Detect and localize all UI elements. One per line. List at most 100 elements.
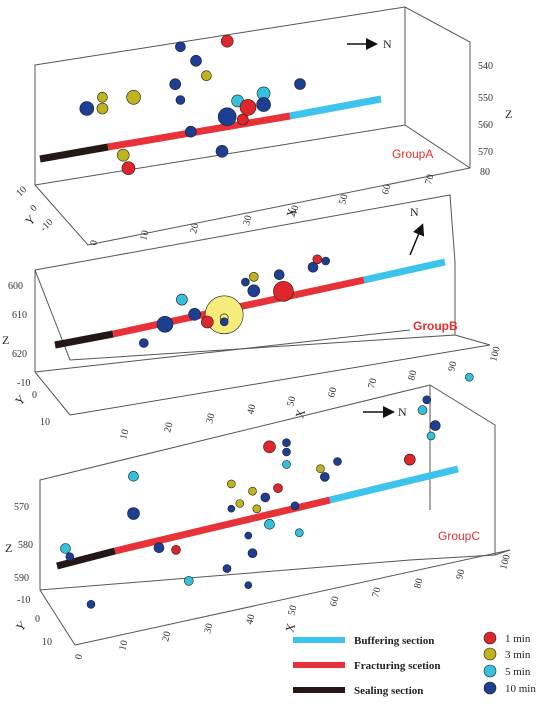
panel-c-box — [39, 384, 511, 646]
panel-c-floor-edge — [494, 549, 511, 556]
north-arrow-icon — [409, 223, 425, 256]
x-axis-title: X — [292, 407, 308, 419]
y-tick-label: 10 — [42, 637, 52, 648]
event-point-10min — [282, 438, 291, 448]
panel-a-y-ticks: 10 0 -10 Y — [14, 184, 55, 234]
event-point-10min — [217, 107, 237, 127]
x-tick-label: 30 — [241, 214, 254, 227]
x-tick-label: 40 — [244, 613, 257, 626]
x-tick-label: 10 — [117, 639, 130, 652]
x-tick-label: 40 — [288, 204, 301, 217]
event-point-10min — [244, 581, 253, 590]
event-point-10min — [319, 472, 330, 482]
event-point-5min — [128, 470, 139, 482]
legend-10min-label: 10 min — [505, 683, 536, 695]
event-point-3min — [116, 148, 130, 162]
y-tick-label: -10 — [17, 378, 30, 389]
panel-c-x-ticks: 0 10 20 30 40 50 60 70 80 90 100 X — [73, 553, 513, 660]
y-tick-label: -10 — [38, 217, 55, 234]
event-point-5min — [282, 460, 291, 469]
event-point-10min — [65, 552, 75, 562]
x-tick-label: 20 — [160, 630, 173, 643]
event-point-1min — [121, 161, 136, 175]
event-point-10min — [241, 277, 250, 287]
legend-3min-label: 3 min — [505, 649, 531, 661]
event-point-5min — [417, 405, 428, 415]
event-point-10min — [86, 599, 96, 609]
z-tick-label: 570 — [478, 147, 493, 158]
event-point-10min — [215, 145, 229, 158]
event-point-3min — [248, 486, 257, 496]
panel-c-sections — [56, 465, 459, 570]
event-point-10min — [153, 542, 165, 554]
panel-group-a: 0 10 20 30 40 50 60 70 X 10 0 -10 Y 540 … — [14, 6, 512, 247]
y-axis-title: Y — [12, 392, 28, 408]
event-point-10min — [244, 531, 253, 540]
event-point-3min — [316, 464, 325, 474]
event-point-10min — [260, 492, 271, 503]
event-point-10min — [321, 256, 331, 266]
legend-1min-marker — [483, 631, 497, 645]
buffering-section-line — [329, 465, 459, 504]
x-tick-label: 0 — [73, 653, 85, 661]
sealing-section-line — [39, 143, 109, 163]
x-tick-label: 30 — [204, 412, 217, 425]
event-point-5min — [294, 528, 304, 538]
event-point-10min — [175, 95, 186, 105]
event-point-3min — [201, 70, 212, 81]
legend-5min-marker — [483, 664, 497, 678]
z-tick-label: 80 — [480, 167, 490, 178]
legend: Buffering section Fracturing scetion Sea… — [293, 631, 536, 697]
panel-c-y-edge — [39, 589, 76, 646]
y-tick-label: 0 — [28, 203, 39, 214]
x-tick-label: 90 — [454, 568, 467, 581]
panel-b-y-edge — [34, 371, 71, 416]
event-point-1min — [403, 453, 416, 466]
panel-b-x-ticks: 10 20 30 40 50 60 70 80 90 100 X — [118, 345, 503, 440]
event-point-3min — [126, 90, 141, 105]
sealing-section-line — [54, 330, 114, 349]
event-point-10min — [290, 501, 300, 511]
panel-c-north-arrow: N — [363, 405, 407, 419]
x-tick-label: 20 — [162, 421, 175, 434]
z-tick-label: 610 — [12, 310, 27, 321]
z-tick-label: 550 — [478, 93, 493, 104]
sealing-section-line — [56, 547, 116, 570]
panel-b-north-arrow: N — [409, 205, 425, 256]
north-label: N — [383, 37, 392, 51]
buffering-section-line — [289, 95, 382, 120]
event-point-10min — [333, 457, 342, 466]
event-point-5min — [426, 431, 436, 441]
y-axis-title: Y — [13, 618, 29, 634]
panel-c-z-ticks: 570 580 590 Z — [5, 502, 33, 584]
z-tick-label: 560 — [478, 120, 493, 131]
legend-sealing-label: Sealing section — [354, 685, 423, 697]
x-tick-label: 70 — [423, 173, 436, 186]
fracturing-section-line — [107, 112, 291, 151]
event-point-10min — [169, 78, 181, 90]
event-point-10min — [247, 548, 258, 559]
x-tick-label: 10 — [118, 428, 131, 441]
x-axis-title: X — [283, 206, 299, 218]
x-tick-label: 70 — [366, 377, 379, 390]
event-point-10min — [188, 307, 201, 321]
legend-3min-marker — [483, 647, 497, 661]
x-tick-label: 70 — [370, 586, 383, 599]
x-tick-label: 50 — [337, 193, 350, 206]
event-point-10min — [190, 54, 202, 67]
group-a-label: GroupA — [392, 147, 433, 161]
event-point-5min — [264, 518, 275, 530]
z-tick-label: 570 — [14, 502, 29, 513]
north-label: N — [398, 405, 407, 419]
event-point-10min — [227, 504, 236, 513]
event-point-10min — [185, 125, 197, 138]
event-point-10min — [429, 420, 441, 431]
event-point-5min — [464, 372, 474, 382]
panel-group-c: 0 10 20 30 40 50 60 70 80 90 100 X -10 0… — [5, 372, 513, 661]
buffering-section-line — [363, 258, 446, 284]
event-point-3min — [96, 102, 109, 115]
panel-a-north-arrow: N — [347, 37, 392, 51]
z-axis-title: Z — [2, 333, 9, 347]
event-point-10min — [422, 395, 432, 405]
panel-c-x-edge — [74, 549, 511, 646]
